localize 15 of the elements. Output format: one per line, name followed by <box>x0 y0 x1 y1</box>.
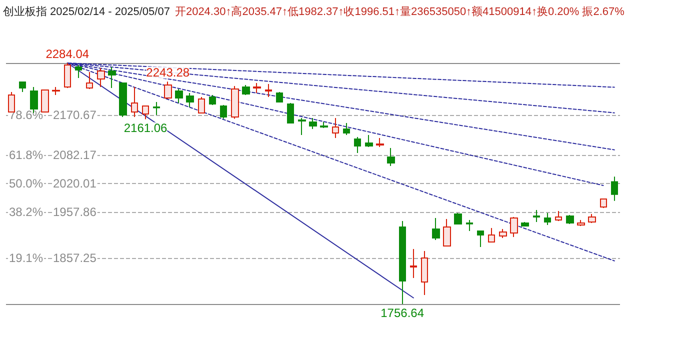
annotation: 61.8% <box>9 148 44 162</box>
annotation: 38.2% <box>9 205 44 220</box>
y-tick-label: 1957.86 <box>53 205 97 220</box>
annotation: 2161.06 <box>124 121 168 136</box>
annotation: 1756.64 <box>380 306 424 320</box>
y-tick-label: 2082.17 <box>53 148 97 162</box>
y-tick-label: 2020.01 <box>53 176 97 191</box>
chart-subtitle: 开2024.30↑高2035.47↑低1982.37↑收1996.51↑量236535050↑额41500914↑换0.20% 振2.67% <box>174 4 624 18</box>
y-tick-label: 2170.67 <box>53 108 97 122</box>
y-tick-label: 1857.25 <box>53 251 97 266</box>
annotation: 19.1% <box>9 251 44 266</box>
annotation: 50.0% <box>9 176 44 191</box>
annotation: 2243.28 <box>146 66 190 80</box>
annotation: 2284.04 <box>46 47 90 61</box>
chart-title: 创业板指 2025/02/14 - 2025/05/07 <box>3 4 170 18</box>
